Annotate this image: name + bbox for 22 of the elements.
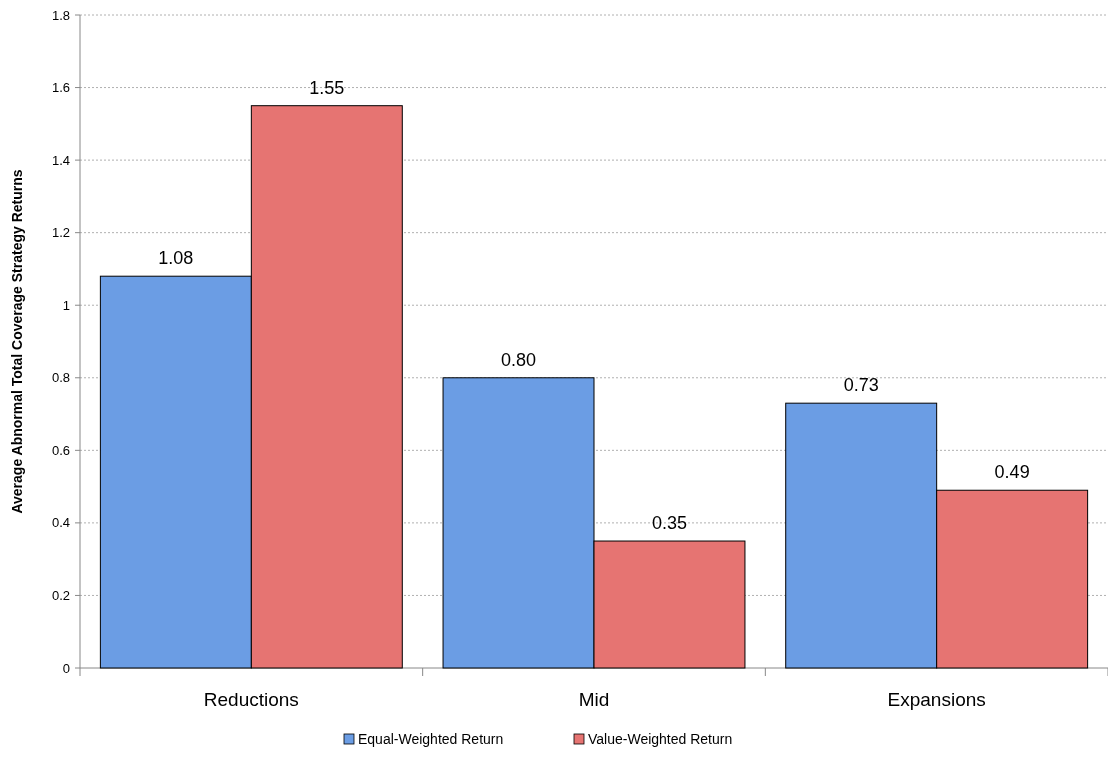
- x-tick-label: Mid: [578, 689, 610, 710]
- data-label: 1.08: [158, 248, 194, 269]
- data-label: 0.73: [843, 375, 879, 396]
- y-tick-label: 1.8: [51, 7, 70, 23]
- y-tick-label: 0.4: [51, 515, 70, 531]
- data-label: 0.49: [994, 462, 1030, 483]
- y-tick-label: 0.2: [51, 587, 70, 603]
- y-tick-label: 1.2: [51, 225, 70, 241]
- data-label: 1.55: [309, 77, 345, 98]
- y-tick-label: 0.6: [51, 442, 70, 458]
- y-tick-label: 0: [62, 660, 70, 676]
- data-label: 0.80: [501, 349, 537, 370]
- y-axis-title: Average Abnormal Total Coverage Strategy Returns: [9, 169, 25, 514]
- y-tick-label: 1: [62, 297, 70, 313]
- legend-label: Equal-Weighted Return: [358, 731, 504, 747]
- x-tick-label: Expansions: [887, 689, 986, 710]
- y-tick-label: 1.4: [51, 152, 70, 168]
- x-tick-label: Reductions: [203, 689, 299, 710]
- legend-label: Value-Weighted Return: [588, 731, 733, 747]
- data-label: 0.35: [651, 513, 687, 534]
- y-tick-label: 1.6: [51, 80, 70, 96]
- y-tick-label: 0.8: [51, 370, 70, 386]
